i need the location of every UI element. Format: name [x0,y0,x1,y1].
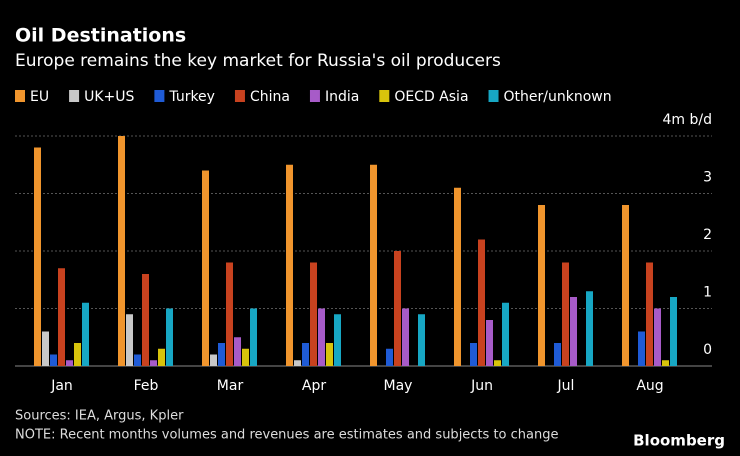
bar [150,360,157,366]
bar [638,331,645,366]
bar [562,262,569,366]
x-tick-label: Aug [636,378,663,394]
bar [670,297,677,366]
bar [370,164,377,366]
bar [538,205,545,366]
bar [310,262,317,366]
bar [158,348,165,366]
legend-label: Other/unknown [504,89,612,105]
legend-swatch [379,90,390,102]
bar [234,337,241,366]
bar [166,308,173,366]
x-tick-label: Jun [470,378,493,394]
bar [126,314,133,366]
bar [34,147,41,366]
bar [210,354,217,366]
legend-label: Turkey [168,89,215,105]
x-tick-label: Mar [217,378,244,394]
bar [318,308,325,366]
bar [334,314,341,366]
bar [42,331,49,366]
bar [58,268,65,366]
note: NOTE: Recent months volumes and revenues… [15,428,558,443]
bar [286,164,293,366]
bar [402,308,409,366]
x-tick-label: Jan [50,378,73,394]
bar [118,136,125,366]
bar [226,262,233,366]
bar [82,302,89,366]
x-tick-label: Jul [557,378,575,394]
bar [662,360,669,366]
x-tick-label: May [384,378,413,394]
bar [486,320,493,366]
bar [50,354,57,366]
bar [646,262,653,366]
brand: Bloomberg [633,432,725,450]
y-tick-label: 1 [703,285,712,301]
bar [74,343,81,366]
legend-swatch [15,90,25,102]
bar [502,302,509,366]
chart-title: Oil Destinations [15,25,186,47]
legend-label: EU [30,89,49,105]
bar [570,297,577,366]
x-tick-label: Apr [302,378,326,394]
bar [66,360,73,366]
x-tick-label: Feb [134,378,159,394]
legend-label: India [325,89,359,105]
bar [242,348,249,366]
bar [386,348,393,366]
legend-swatch [488,90,499,102]
chart-subtitle: Europe remains the key market for Russia… [15,51,501,71]
bar [470,343,477,366]
bar [622,205,629,366]
bar [202,170,209,366]
bar [654,308,661,366]
legend-label: UK+US [84,89,134,105]
legend-swatch [69,90,80,102]
bar [454,187,461,366]
bar [418,314,425,366]
bar [326,343,333,366]
bar [134,354,141,366]
y-tick-label: 2 [703,227,712,243]
bar [302,343,309,366]
bar [494,360,501,366]
legend-label: OECD Asia [394,89,468,105]
y-tick-label: 3 [703,170,712,186]
legend-swatch [309,90,320,102]
bar [142,274,149,366]
bar [218,343,225,366]
bar [586,291,593,366]
bar [250,308,257,366]
y-tick-label: 0 [703,342,712,358]
legend-swatch [154,90,165,102]
bar [294,360,301,366]
bar [478,239,485,366]
bar [554,343,561,366]
sources: Sources: IEA, Argus, Kpler [15,409,184,424]
legend-label: China [250,89,290,105]
legend-swatch [234,90,245,102]
y-tick-label: 4m b/d [663,112,713,128]
bar [394,251,401,366]
